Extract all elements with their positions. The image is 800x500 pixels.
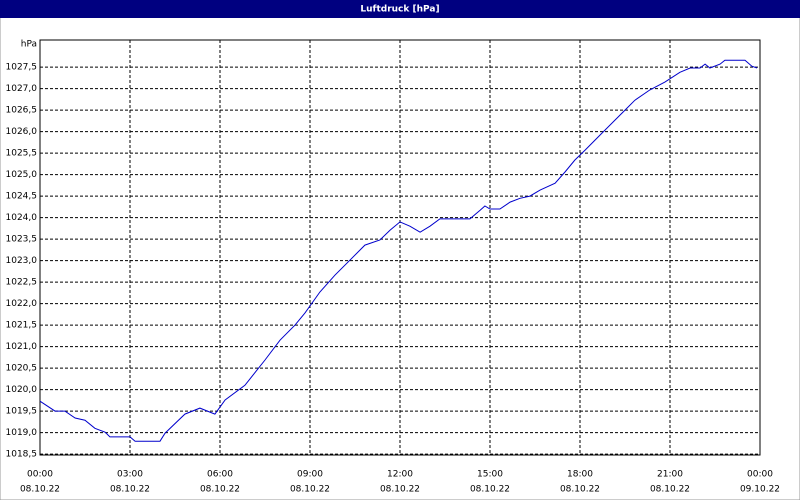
x-tick-date: 09.10.22: [740, 485, 780, 495]
x-tick-date: 08.10.22: [380, 485, 420, 495]
y-tick-label: 1025,5: [6, 149, 38, 159]
chart-title: Luftdruck [hPa]: [360, 5, 439, 15]
x-tick-label: 00:00: [27, 470, 53, 480]
y-tick-label: 1019,0: [6, 428, 38, 438]
x-tick-date: 08.10.22: [290, 485, 330, 495]
x-tick-date: 08.10.22: [470, 485, 510, 495]
y-tick-label: 1020,5: [6, 364, 38, 374]
y-tick-label: 1024,0: [6, 213, 38, 223]
x-tick-label: 06:00: [207, 470, 233, 480]
y-tick-label: 1018,5: [6, 450, 38, 460]
x-tick-label: 12:00: [387, 470, 413, 480]
x-tick-label: 18:00: [567, 470, 593, 480]
y-tick-label: 1019,5: [6, 407, 38, 417]
y-tick-label: 1025,0: [6, 170, 38, 180]
y-tick-label: 1027,0: [6, 84, 38, 94]
y-tick-label: 1022,5: [6, 278, 38, 288]
x-tick-label: 00:00: [747, 470, 773, 480]
y-tick-label: 1022,0: [6, 299, 38, 309]
y-unit: hPa: [21, 40, 37, 50]
y-tick-label: 1026,5: [6, 106, 38, 116]
x-tick-date: 08.10.22: [200, 485, 240, 495]
data-line: [39, 59, 758, 442]
y-tick-label: 1024,5: [6, 192, 38, 202]
x-tick-date: 08.10.22: [110, 485, 150, 495]
y-tick-label: 1026,0: [6, 127, 38, 137]
x-tick-label: 09:00: [297, 470, 323, 480]
x-tick-label: 03:00: [117, 470, 143, 480]
y-tick-label: 1021,0: [6, 342, 38, 352]
x-tick-date: 08.10.22: [650, 485, 690, 495]
y-tick-label: 1027,5: [6, 63, 38, 73]
y-tick-label: 1020,0: [6, 385, 38, 395]
y-tick-label: 1021,5: [6, 321, 38, 331]
y-tick-label: 1023,0: [6, 256, 38, 266]
x-tick-label: 21:00: [657, 470, 683, 480]
x-tick-date: 08.10.22: [560, 485, 600, 495]
x-tick-date: 08.10.22: [20, 485, 60, 495]
title-bar: [0, 0, 800, 18]
y-tick-label: 1023,5: [6, 235, 38, 245]
x-tick-label: 15:00: [477, 470, 503, 480]
